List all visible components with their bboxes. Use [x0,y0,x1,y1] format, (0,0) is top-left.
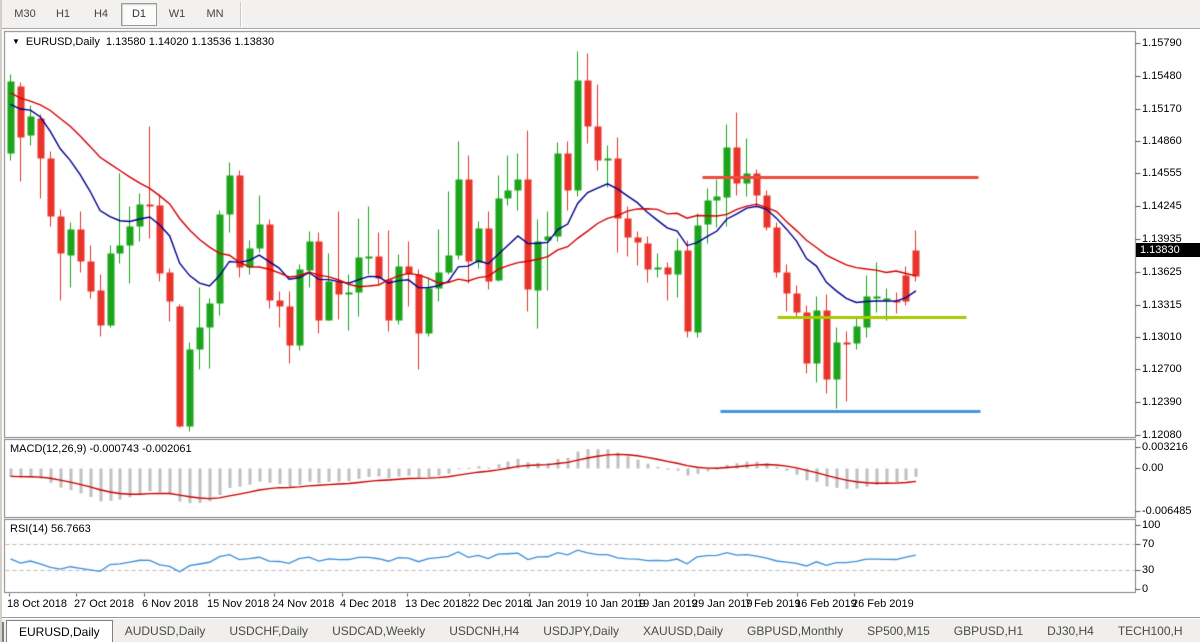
date-axis-label: 13 Dec 2018 [405,598,468,610]
chart-symbol-label: EURUSD,Daily [25,36,100,48]
chart-tab-gbpusd[interactable]: GBPUSD,H1 [953,624,1024,638]
chart-ohlc-values: 1.13580 1.14020 1.13536 1.13830 [105,36,275,48]
price-axis-label: 1.13315 [1142,298,1182,311]
tab-scroll-left-icon[interactable]: ◂ [1195,625,1200,636]
date-axis-label: 4 Dec 2018 [340,598,397,610]
date-axis-label: 18 Oct 2018 [7,598,67,610]
chart-tab-sp500[interactable]: SP500,M15 [867,624,930,638]
price-axis-label: 1.13010 [1142,330,1182,343]
tab-edge-stub [2,622,4,642]
timeframe-button-mn[interactable]: MN [206,8,224,20]
macd-axis-label: 0.003216 [1142,440,1188,453]
date-axis-label: 24 Nov 2018 [272,598,335,610]
date-axis-label: 6 Nov 2018 [142,598,199,610]
price-axis-label: 1.14555 [1142,167,1182,180]
macd-axis-label: -0.006485 [1142,504,1192,517]
price-axis-label: 1.15170 [1142,102,1182,115]
date-axis-label: 10 Jan 2019 [585,598,646,610]
symbol-menu-triangle-icon[interactable]: ▼ [12,37,20,46]
chart-tab-usdcnh[interactable]: USDCNH,H4 [449,624,520,638]
chart-tab-usdcad[interactable]: USDCAD,Weekly [332,624,426,638]
rsi-axis-label: 30 [1142,563,1155,576]
price-axis-label: 1.13625 [1142,265,1182,278]
macd-axis-label: 0.00 [1142,462,1164,474]
rsi-indicator-label: RSI(14) 56.7663 [10,523,91,535]
chart-tab-gbpusd[interactable]: GBPUSD,Monthly [747,624,844,638]
date-axis-label: 19 Jan 2019 [637,598,698,610]
price-axis-label: 1.14860 [1142,135,1182,148]
date-axis-label: 29 Jan 2019 [692,598,753,610]
timeframe-button-h1[interactable]: H1 [55,8,71,20]
timeframe-button-d1[interactable]: D1 [121,2,157,26]
chart-tab-bar: EURUSD,Daily AUDUSD,Daily USDCHF,Daily USDC… [2,617,1200,642]
date-axis-label: 7 Feb 2019 [745,598,801,610]
chart-tab-usdjpy[interactable]: USDJPY,Daily [543,624,620,638]
rsi-axis-label: 0 [1142,583,1149,595]
macd-indicator-label: MACD(12,26,9) -0.000743 -0.002061 [10,443,192,455]
date-axis-label: 26 Feb 2019 [852,598,914,610]
chart-tab-dj30[interactable]: DJ30,H4 [1047,624,1094,638]
timeframe-toolbar: M30 H1 H4 D1 W1 MN [2,0,1200,29]
date-axis-label: 22 Dec 2018 [467,598,530,610]
price-axis-label: 1.12080 [1142,429,1182,441]
chart-tab-eurusd[interactable]: EURUSD,Daily [6,620,113,642]
rsi-axis-label: 70 [1142,538,1155,551]
price-axis-label: 1.12700 [1142,363,1182,376]
chart-title: ▼ EURUSD,Daily 1.13580 1.14020 1.13536 1… [12,36,274,48]
date-axis-label: 16 Feb 2019 [795,598,857,610]
chart-tab-tech100[interactable]: TECH100,H [1117,624,1183,638]
timeframe-button-h4[interactable]: H4 [93,8,109,20]
timeframe-button-w1[interactable]: W1 [168,8,186,20]
toolbar-divider [240,1,242,27]
date-axis-label: 1 Jan 2019 [527,598,582,610]
price-axis-label: 1.15480 [1142,69,1182,82]
price-axis-label: 1.12390 [1142,396,1182,409]
price-axis-label: 1.15790 [1142,37,1182,49]
price-axis-label: 1.13935 [1142,233,1182,245]
current-price-tag: 1.13830 [1136,243,1200,258]
date-axis-label: 27 Oct 2018 [74,598,134,610]
price-axis-label: 1.14245 [1142,200,1182,213]
timeframe-button-m30[interactable]: M30 [14,8,36,20]
chart-tab-usdchf[interactable]: USDCHF,Daily [229,624,309,638]
chart-tab-audusd[interactable]: AUDUSD,Daily [124,624,206,638]
rsi-axis-label: 100 [1142,519,1161,531]
chart-tab-xauusd[interactable]: XAUUSD,Daily [643,624,724,638]
date-axis-label: 15 Nov 2018 [207,598,270,610]
